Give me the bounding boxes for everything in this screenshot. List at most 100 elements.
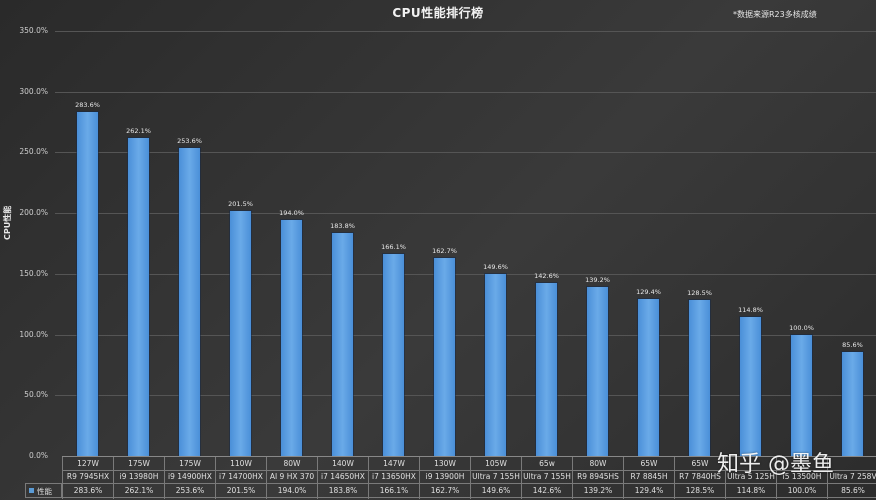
y-tick-label: 350.0% xyxy=(19,26,48,35)
table-column: 105W Ultra 7 155H 149.6% xyxy=(470,457,521,499)
value-cell: 166.1% xyxy=(379,486,409,495)
model-cell: R9 8945HS xyxy=(577,472,619,481)
data-label: 283.6% xyxy=(75,100,100,109)
data-label: 149.6% xyxy=(483,263,508,272)
y-tick-label: 200.0% xyxy=(19,208,48,218)
model-cell: i7 14700HX xyxy=(219,472,263,481)
data-label: 139.2% xyxy=(585,275,610,284)
power-cell: 140W xyxy=(332,459,354,468)
data-label: 100.0% xyxy=(789,323,814,332)
model-cell: R7 8845H xyxy=(630,472,668,481)
model-cell: i9 13980H xyxy=(119,472,159,481)
bar xyxy=(434,258,455,456)
power-cell: 80W xyxy=(589,459,607,468)
power-cell: 127W xyxy=(77,459,99,468)
table-column: 140W i7 14650HX 183.8% xyxy=(317,457,368,499)
bar xyxy=(689,299,710,456)
gridline xyxy=(55,152,876,154)
data-label: 183.8% xyxy=(330,221,355,230)
power-cell: 65w xyxy=(539,459,555,468)
bar xyxy=(281,220,302,456)
table-column: 65W R7 8845H 129.4% xyxy=(623,457,674,499)
model-cell: i5 13500H xyxy=(782,472,822,481)
model-cell: i9 13900H xyxy=(425,472,465,481)
y-tick-label: 100.0% xyxy=(19,329,48,339)
table-column: 65w Ultra 7 155H 142.6% xyxy=(521,457,572,499)
plot-area: 283.6% 262.1% 253.6% 201.5% 194.0% 183.8% 166.… xyxy=(62,0,876,456)
table-column: 175W i9 14900HX 253.6% xyxy=(164,457,215,499)
value-cell: 262.1% xyxy=(124,486,154,495)
power-cell: 130W xyxy=(434,459,456,468)
model-cell: AI 9 HX 370 xyxy=(269,472,315,481)
table-column: Ultra 5 125H 114.8% xyxy=(725,457,776,499)
value-cell: 162.7% xyxy=(430,486,460,495)
y-tick-label: 0.0% xyxy=(28,451,48,460)
watermark: 知乎 @墨鱼 xyxy=(717,452,834,477)
data-label: 128.5% xyxy=(687,288,712,297)
data-label: 85.6% xyxy=(842,341,863,350)
bar xyxy=(842,352,863,456)
table-column: 127W R9 7945HX 283.6% xyxy=(62,457,113,499)
table-column: 175W i9 13980H 262.1% xyxy=(113,457,164,499)
model-cell: Ultra 7 155H xyxy=(523,472,571,481)
legend-label: 性能 xyxy=(37,487,52,496)
gridline xyxy=(55,91,876,93)
value-cell: 253.6% xyxy=(175,486,205,495)
bar xyxy=(332,232,353,456)
y-tick-label: 150.0% xyxy=(19,268,48,278)
value-cell: 149.6% xyxy=(481,486,511,495)
power-cell: 65W xyxy=(640,459,658,468)
legend-swatch-icon xyxy=(29,488,34,493)
bar xyxy=(179,148,200,456)
data-label: 166.1% xyxy=(381,243,406,252)
chart-title: CPU性能排行榜 xyxy=(392,6,484,20)
table-row-divider xyxy=(62,470,876,471)
model-cell: Ultra 7 258V xyxy=(829,472,876,481)
table-column: Ultra 7 258V 85.6% xyxy=(827,457,876,499)
gridline xyxy=(55,213,876,215)
data-label: 142.6% xyxy=(534,271,559,280)
model-cell: Ultra 7 155H xyxy=(472,472,520,481)
power-cell: 80W xyxy=(283,459,301,468)
bar xyxy=(230,211,251,456)
bar xyxy=(485,274,506,456)
data-source-note: *数据来源R23多核成绩 xyxy=(733,10,817,19)
model-cell: R9 7945HX xyxy=(66,472,110,481)
table-column: 130W i9 13900H 162.7% xyxy=(419,457,470,499)
value-cell: 183.8% xyxy=(328,486,358,495)
value-cell: 139.2% xyxy=(583,486,613,495)
model-cell: i7 13650HX xyxy=(372,472,416,481)
value-cell: 201.5% xyxy=(226,486,256,495)
value-cell: 142.6% xyxy=(532,486,562,495)
power-cell: 110W xyxy=(230,459,252,468)
power-cell: 175W xyxy=(179,459,201,468)
value-cell: 129.4% xyxy=(634,486,664,495)
y-tick-label: 300.0% xyxy=(19,86,48,96)
table-column: 80W AI 9 HX 370 194.0% xyxy=(266,457,317,499)
data-label: 162.7% xyxy=(432,247,457,256)
table-column: i5 13500H 100.0% xyxy=(776,457,827,499)
bar xyxy=(536,282,557,456)
power-cell: 175W xyxy=(128,459,150,468)
bar xyxy=(638,298,659,456)
model-cell: Ultra 5 125H xyxy=(727,472,775,481)
table-column: 80W R9 8945HS 139.2% xyxy=(572,457,623,499)
y-tick-label: 250.0% xyxy=(19,147,48,157)
value-cell: 85.6% xyxy=(841,486,865,495)
data-label: 129.4% xyxy=(636,287,661,296)
y-tick-label: 50.0% xyxy=(24,390,48,400)
value-cell: 283.6% xyxy=(73,486,103,495)
table-column: 65W R7 7840HS 128.5% xyxy=(674,457,725,499)
value-cell: 100.0% xyxy=(787,486,817,495)
bar xyxy=(77,111,98,456)
bar xyxy=(740,316,761,456)
table-column: 110W i7 14700HX 201.5% xyxy=(215,457,266,499)
gridline xyxy=(55,395,876,397)
power-cell: 147W xyxy=(383,459,405,468)
bar xyxy=(128,137,149,456)
bar xyxy=(587,286,608,456)
model-cell: i7 14650HX xyxy=(321,472,365,481)
data-label: 201.5% xyxy=(228,200,253,209)
gridline xyxy=(55,31,876,32)
gridline xyxy=(55,334,876,336)
